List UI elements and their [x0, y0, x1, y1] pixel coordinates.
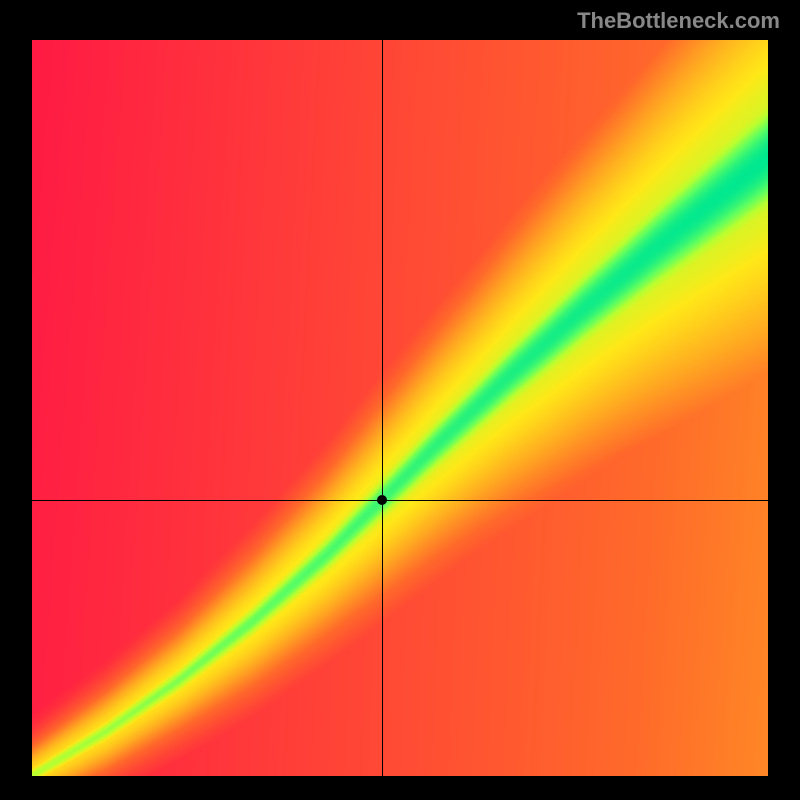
heatmap-plot — [32, 40, 768, 776]
crosshair-vertical — [382, 40, 383, 776]
crosshair-marker — [377, 495, 387, 505]
heatmap-canvas — [32, 40, 768, 776]
crosshair-horizontal — [32, 500, 768, 501]
watermark-text: TheBottleneck.com — [577, 8, 780, 34]
